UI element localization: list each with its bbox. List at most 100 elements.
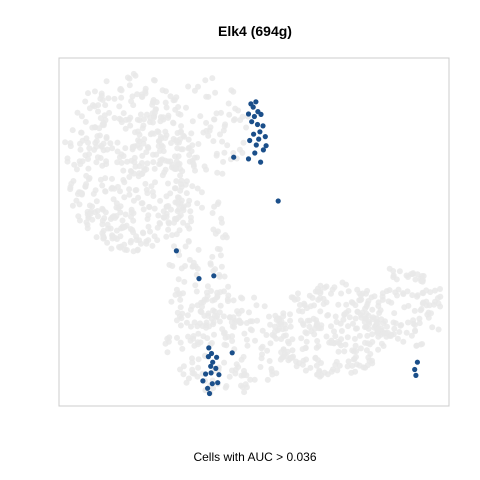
background-cell-point xyxy=(177,173,183,179)
background-cell-point xyxy=(175,104,181,110)
background-cell-point xyxy=(375,347,381,353)
background-cell-point xyxy=(312,326,318,332)
background-cell-point xyxy=(178,304,184,310)
background-cell-point xyxy=(95,109,101,115)
background-cell-point xyxy=(214,170,220,176)
background-cell-point xyxy=(328,323,334,329)
background-cell-point xyxy=(187,257,193,263)
background-cell-point xyxy=(191,343,197,349)
highlighted-cell-point xyxy=(254,142,259,147)
background-cell-point xyxy=(278,349,284,355)
background-cell-point xyxy=(215,199,221,205)
background-cell-point xyxy=(395,336,401,342)
background-cell-point xyxy=(321,301,327,307)
background-cell-point xyxy=(190,118,196,124)
background-cell-point xyxy=(155,213,161,219)
background-cell-point xyxy=(352,336,358,342)
background-cell-point xyxy=(337,363,343,369)
background-cell-point xyxy=(117,233,123,239)
background-cell-point xyxy=(192,88,198,94)
background-cell-point xyxy=(83,119,89,125)
highlighted-cell-point xyxy=(258,160,263,165)
background-cell-point xyxy=(129,209,135,215)
background-cell-point xyxy=(208,262,214,268)
background-cell-point xyxy=(176,290,182,296)
background-cell-point xyxy=(185,312,191,318)
background-cell-point xyxy=(100,97,106,103)
background-cell-point xyxy=(239,357,245,363)
background-cell-point xyxy=(115,149,121,155)
background-cell-point xyxy=(420,290,426,296)
background-cell-point xyxy=(163,234,169,240)
background-cell-point xyxy=(111,196,117,202)
background-cell-point xyxy=(74,166,80,172)
background-cell-point xyxy=(141,206,147,212)
background-cell-point xyxy=(345,363,351,369)
background-cell-point xyxy=(243,125,249,131)
background-cell-point xyxy=(218,252,224,258)
highlighted-cell-point xyxy=(257,129,262,134)
background-cell-point xyxy=(145,237,151,243)
background-cell-point xyxy=(126,186,132,192)
background-cell-point xyxy=(259,351,265,357)
background-cell-point xyxy=(397,268,403,274)
background-cell-point xyxy=(218,110,224,116)
background-cell-point xyxy=(171,220,177,226)
background-cell-point xyxy=(127,115,133,121)
background-cell-point xyxy=(171,120,177,126)
background-cell-point xyxy=(336,340,342,346)
background-cell-point xyxy=(120,218,126,224)
background-cell-point xyxy=(146,204,152,210)
background-cell-point xyxy=(178,146,184,152)
background-cell-point xyxy=(77,161,83,167)
highlighted-cell-point xyxy=(252,114,257,119)
highlighted-cell-point xyxy=(206,345,211,350)
background-cell-point xyxy=(190,264,196,270)
background-cell-point xyxy=(186,239,192,245)
background-cell-point xyxy=(203,167,209,173)
background-cell-point xyxy=(245,343,251,349)
background-cell-point xyxy=(181,279,187,285)
background-cell-point xyxy=(301,322,307,328)
background-cell-point xyxy=(131,171,137,177)
highlighted-cell-point xyxy=(412,367,417,372)
background-cell-point xyxy=(85,166,91,172)
background-cell-point xyxy=(176,214,182,220)
background-cell-point xyxy=(168,140,174,146)
background-cell-point xyxy=(369,339,375,345)
background-cell-point xyxy=(126,192,132,198)
highlighted-cell-point xyxy=(247,138,252,143)
background-cell-point xyxy=(346,288,352,294)
background-cell-point xyxy=(273,336,279,342)
background-cell-point xyxy=(217,131,223,137)
background-cell-point xyxy=(209,298,215,304)
highlighted-cell-point xyxy=(207,391,212,396)
background-cell-point xyxy=(152,206,158,212)
highlighted-cell-point xyxy=(255,122,260,127)
background-cell-point xyxy=(157,198,163,204)
background-cell-point xyxy=(298,335,304,341)
background-cell-point xyxy=(334,319,340,325)
background-cell-point xyxy=(364,311,370,317)
background-cell-point xyxy=(147,229,153,235)
background-cell-point xyxy=(356,290,362,296)
chart-title: Elk4 (694g) xyxy=(218,23,292,39)
background-cell-point xyxy=(354,325,360,331)
background-cell-point xyxy=(197,113,203,119)
background-cell-point xyxy=(432,299,438,305)
background-cell-point xyxy=(219,139,225,145)
background-cell-point xyxy=(190,336,196,342)
background-cell-point xyxy=(314,320,320,326)
background-cell-point xyxy=(260,328,266,334)
highlighted-cell-point xyxy=(203,371,208,376)
background-cell-point xyxy=(241,140,247,146)
background-cell-point xyxy=(396,287,402,293)
highlighted-cell-point xyxy=(258,112,263,117)
background-cell-point xyxy=(221,360,227,366)
background-cell-point xyxy=(226,101,232,107)
background-cell-point xyxy=(178,129,184,135)
background-cell-point xyxy=(93,144,99,150)
background-cell-point xyxy=(182,263,188,269)
background-cell-point xyxy=(86,145,92,151)
highlighted-cell-point xyxy=(213,366,218,371)
